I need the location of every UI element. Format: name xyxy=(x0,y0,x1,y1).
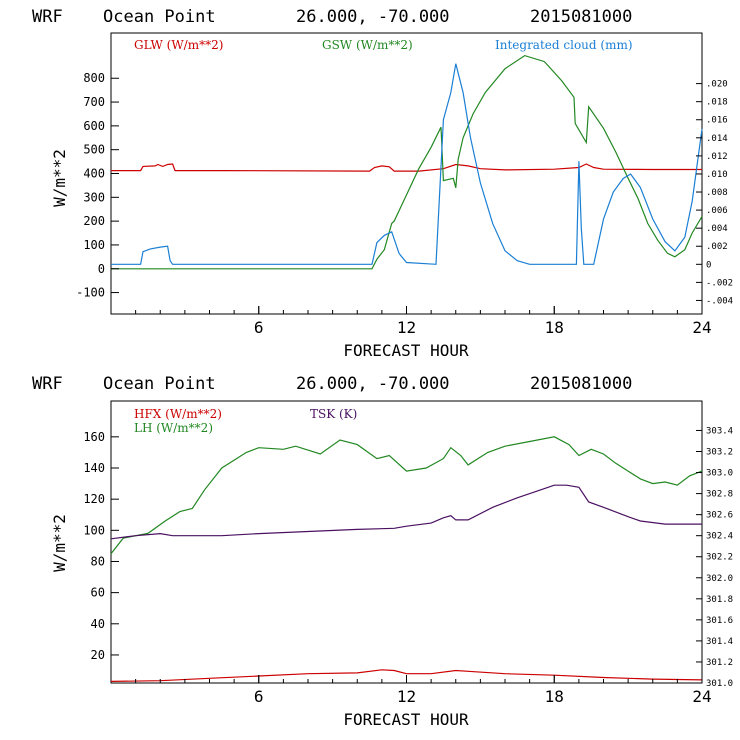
x-tick-label: 6 xyxy=(254,687,264,706)
y-tick-label: 40 xyxy=(91,617,105,631)
y-axis-label: W/m**2 xyxy=(50,514,69,572)
x-tick-label: 18 xyxy=(545,318,564,337)
y2-tick-label: 303.0 xyxy=(706,469,733,479)
legend-integrated-cloud: Integrated cloud (mm) xyxy=(495,38,633,52)
y2-tick-label: 302.2 xyxy=(706,553,733,563)
y-tick-label: 600 xyxy=(83,119,105,133)
y2-tick-label: 302.4 xyxy=(706,532,733,542)
y2-tick-label: .002 xyxy=(706,242,728,252)
y2-tick-label: 301.0 xyxy=(706,679,733,689)
y-tick-label: 100 xyxy=(83,523,105,537)
series-line-lh xyxy=(110,436,703,555)
y-tick-label: 160 xyxy=(83,430,105,444)
x-tick-label: 12 xyxy=(397,318,416,337)
legend-lh: LH (W/m**2) xyxy=(134,421,213,435)
legend-tsk: TSK (K) xyxy=(310,407,357,421)
y2-tick-label: .006 xyxy=(706,206,728,216)
y2-tick-label: .012 xyxy=(706,152,728,162)
y-tick-label: 700 xyxy=(83,95,105,109)
y2-tick-label: .020 xyxy=(706,80,728,90)
panel-header-model: WRF xyxy=(32,374,63,394)
legend-glw: GLW (W/m**2) xyxy=(134,38,223,52)
y2-tick-label: 303.2 xyxy=(706,448,733,458)
y-tick-label: 80 xyxy=(91,554,105,568)
flux-skin-temp-panel: WRF Ocean Point 26.000, -70.000 20150810… xyxy=(32,374,733,729)
x-axis-label: FORECAST HOUR xyxy=(343,341,469,360)
x-tick-label: 24 xyxy=(692,318,711,337)
y2-tick-label: .018 xyxy=(706,98,728,108)
y-tick-label: 300 xyxy=(83,190,105,204)
panel-header-location: Ocean Point xyxy=(103,7,216,27)
y2-tick-label: 302.8 xyxy=(706,490,733,500)
y-tick-label: 400 xyxy=(83,167,105,181)
x-tick-label: 24 xyxy=(692,687,711,706)
panel-header-coords: 26.000, -70.000 xyxy=(296,374,450,394)
x-tick-label: 6 xyxy=(254,318,264,337)
y2-tick-label: .004 xyxy=(706,224,728,234)
y-tick-label: 500 xyxy=(83,143,105,157)
x-axis-label: FORECAST HOUR xyxy=(343,710,469,729)
x-tick-label: 12 xyxy=(397,687,416,706)
plot-frame xyxy=(110,400,703,684)
series-line-tsk xyxy=(110,484,702,540)
y-tick-label: 800 xyxy=(83,71,105,85)
y-tick-label: 100 xyxy=(83,238,105,252)
y-tick-label: 20 xyxy=(91,648,105,662)
panel-header-date: 2015081000 xyxy=(530,7,632,27)
y-tick-label: 140 xyxy=(83,461,105,475)
y-tick-label: 200 xyxy=(83,214,105,228)
legend-hfx: HFX (W/m**2) xyxy=(134,407,222,421)
y2-tick-label: .008 xyxy=(706,188,728,198)
radiation-cloud-panel: WRF Ocean Point 26.000, -70.000 20150810… xyxy=(32,7,733,360)
panel-header-location: Ocean Point xyxy=(103,374,216,394)
y-axis-label: W/m**2 xyxy=(50,149,69,207)
series-line-integrated xyxy=(111,63,703,265)
y2-tick-label: .010 xyxy=(706,170,728,180)
series-line-gsw xyxy=(111,54,703,270)
panel-header-coords: 26.000, -70.000 xyxy=(296,7,450,27)
y2-tick-label: 301.8 xyxy=(706,595,733,605)
y-tick-label: 120 xyxy=(83,492,105,506)
y2-tick-label: 301.2 xyxy=(706,658,733,668)
series-line-glw xyxy=(111,163,702,172)
y-tick-label: 0 xyxy=(98,262,105,276)
x-tick-label: 18 xyxy=(545,687,564,706)
y2-tick-label: 302.0 xyxy=(706,574,733,584)
y2-tick-label: 0 xyxy=(706,260,711,270)
panel-header-model: WRF xyxy=(32,7,63,27)
y2-tick-label: 301.6 xyxy=(706,616,733,626)
y2-tick-label: 302.6 xyxy=(706,511,733,521)
series-line-hfx xyxy=(110,669,703,682)
y2-tick-label: 301.4 xyxy=(706,637,733,647)
y2-tick-label: -.004 xyxy=(706,296,733,306)
y2-tick-label: -.002 xyxy=(706,278,733,288)
panel-header-date: 2015081000 xyxy=(530,374,632,394)
y2-tick-label: .016 xyxy=(706,116,728,126)
y-tick-label: -100 xyxy=(76,286,105,300)
y-tick-label: 60 xyxy=(91,586,105,600)
legend-gsw: GSW (W/m**2) xyxy=(322,38,413,52)
y2-tick-label: .014 xyxy=(706,134,728,144)
plot-frame xyxy=(110,32,703,315)
y2-tick-label: 303.4 xyxy=(706,426,733,436)
